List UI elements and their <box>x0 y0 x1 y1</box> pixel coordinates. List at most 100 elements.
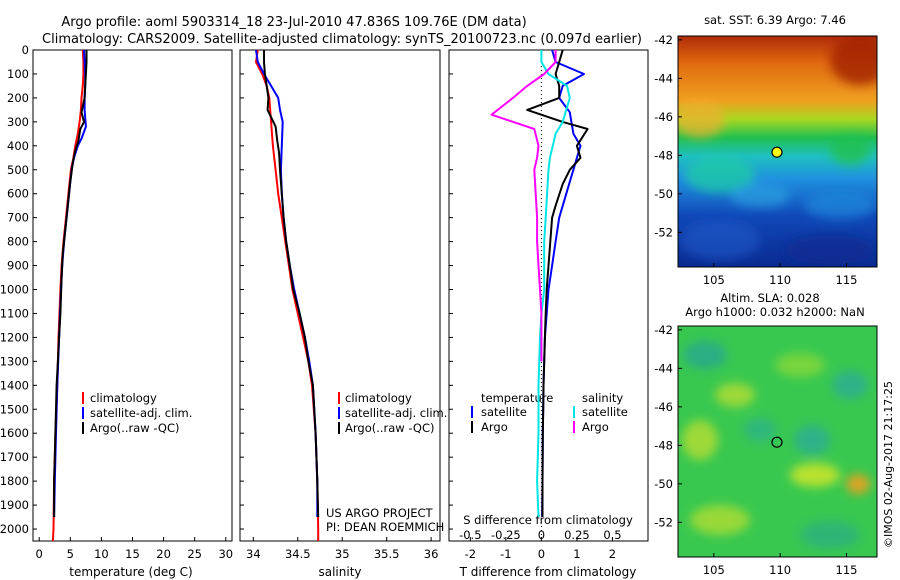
sla-map-title-2: Argo h1000: 0.032 h2000: NaN <box>685 305 864 319</box>
y-tick-label: -42 <box>654 323 673 337</box>
y-tick-label: -48 <box>654 148 673 162</box>
salinity-plot-frame <box>239 49 441 542</box>
y-tick-label: 1000 <box>0 283 29 297</box>
x-tick-label: 115 <box>836 563 858 577</box>
legend-label-s-satellite: satellite <box>582 405 628 419</box>
series-line-argo-raw-qc- <box>53 50 88 517</box>
x-tick-label: 110 <box>769 563 791 577</box>
temperature-xlabel: temperature (deg C) <box>69 565 192 579</box>
imos-stamp: ©IMOS 02-Aug-2017 21:17:25 <box>882 381 895 548</box>
argo-location-marker <box>771 436 783 448</box>
y-tick-label: -44 <box>654 361 673 375</box>
y-tick-label: -52 <box>654 225 673 239</box>
y-tick-label: 300 <box>7 115 29 129</box>
x-tick-label: 36 <box>424 547 439 561</box>
y-tick-label: 1600 <box>0 426 29 440</box>
y-tick-label: 1400 <box>0 378 29 392</box>
y-tick-label: -42 <box>654 33 673 47</box>
legend-label-climatology: climatology <box>345 391 412 405</box>
x-tick-label: 30 <box>218 547 233 561</box>
y-tick-label: 900 <box>7 259 29 273</box>
difference-panel: T difference from climatology S differen… <box>448 49 649 579</box>
salinity-legend: climatology satellite-adj. clim. Argo(..… <box>338 391 447 435</box>
legend-label-climatology: climatology <box>90 391 157 405</box>
y-tick-label: 400 <box>7 139 29 153</box>
s-difference-axis-label: S difference from climatology <box>463 513 633 527</box>
y-tick-label: 2000 <box>0 522 29 536</box>
y-tick-label: -48 <box>654 438 673 452</box>
y-tick-label: 1900 <box>0 498 29 512</box>
title-line-1: Argo profile: aoml 5903314_18 23-Jul-201… <box>61 15 526 30</box>
sst-map-panel: sat. SST: 6.39 Argo: 7.46 <box>654 13 878 287</box>
x-tick-label: 35 <box>335 547 350 561</box>
legend-heading-temperature: temperature <box>481 391 553 405</box>
y-tick-label: 1200 <box>0 330 29 344</box>
legend-label-t-argo: Argo <box>481 420 508 434</box>
x-tick-label: 35.5 <box>374 547 400 561</box>
x-tick-label: 34 <box>246 547 261 561</box>
x-tick-label: 20 <box>156 547 171 561</box>
sst-map-frame <box>677 35 878 268</box>
s-tick-label: -0.5 <box>459 528 481 542</box>
y-tick-label: 500 <box>7 163 29 177</box>
series-line-argo-raw-qc- <box>263 50 320 518</box>
y-tick-label: 1300 <box>0 354 29 368</box>
s-tick-label: 0.25 <box>564 528 590 542</box>
x-tick-label: 10 <box>94 547 109 561</box>
y-tick-label: 600 <box>7 187 29 201</box>
y-tick-label: 700 <box>7 211 29 225</box>
x-tick-label: 115 <box>836 273 858 287</box>
x-tick-label: 105 <box>703 563 725 577</box>
series-line-climatology <box>51 49 85 542</box>
sla-map-frame <box>677 325 878 558</box>
x-tick-label: 110 <box>769 273 791 287</box>
y-tick-label: 1800 <box>0 474 29 488</box>
y-tick-label: 1500 <box>0 402 29 416</box>
y-tick-label: 800 <box>7 235 29 249</box>
salinity-panel: salinity climatology satellite-adj. clim… <box>239 49 447 579</box>
y-tick-label: 1700 <box>0 450 29 464</box>
series-line-satellite-adj-clim- <box>53 49 87 518</box>
x-tick-label: 2 <box>609 547 616 561</box>
sst-map-title: sat. SST: 6.39 Argo: 7.46 <box>704 13 846 27</box>
legend-label-t-satellite: satellite <box>481 405 527 419</box>
sla-field <box>678 326 877 557</box>
y-tick-label: 1100 <box>0 306 29 320</box>
legend-label-satellite: satellite-adj. clim. <box>345 406 447 420</box>
legend-label-satellite: satellite-adj. clim. <box>90 406 192 420</box>
series-line-t-argo <box>526 49 589 517</box>
sla-map-panel: Altim. SLA: 0.028 Argo h1000: 0.032 h200… <box>654 291 878 577</box>
s-tick-label: -0.25 <box>491 528 521 542</box>
s-tick-label: 0.5 <box>603 528 621 542</box>
x-tick-label: -1 <box>500 547 511 561</box>
y-tick-label: -46 <box>654 400 673 414</box>
y-tick-label: 0 <box>22 43 29 57</box>
series-line-satellite-adj-clim- <box>255 49 319 517</box>
legend-heading-salinity: salinity <box>582 391 623 405</box>
title-line-2: Climatology: CARS2009. Satellite-adjuste… <box>42 32 642 47</box>
x-tick-label: 5 <box>67 547 74 561</box>
y-tick-label: -46 <box>654 110 673 124</box>
y-tick-label: -44 <box>654 71 673 85</box>
x-tick-label: 1 <box>573 547 580 561</box>
difference-plot-frame <box>448 49 649 542</box>
difference-xlabel: T difference from climatology <box>459 565 637 579</box>
temperature-panel: temperature (deg C) climatology satellit… <box>0 43 233 579</box>
x-tick-label: 15 <box>125 547 140 561</box>
argo-location-marker <box>771 146 783 158</box>
y-tick-label: 100 <box>7 67 29 81</box>
principal-investigator: PI: DEAN ROEMMICH <box>326 520 444 534</box>
x-tick-label: 34.5 <box>285 547 311 561</box>
series-line-climatology <box>255 49 320 541</box>
x-tick-label: -2 <box>465 547 476 561</box>
series-line-s-argo <box>490 50 557 362</box>
x-tick-label: 0 <box>538 547 545 561</box>
y-tick-label: -50 <box>654 187 673 201</box>
temperature-plot-frame <box>32 49 233 542</box>
sla-map-title-1: Altim. SLA: 0.028 <box>720 291 819 305</box>
project-name: US ARGO PROJECT <box>326 506 434 520</box>
legend-label-argo: Argo(..raw -QC) <box>90 421 180 435</box>
s-tick-label: 0 <box>538 528 545 542</box>
temperature-legend: climatology satellite-adj. clim. Argo(..… <box>82 391 192 435</box>
